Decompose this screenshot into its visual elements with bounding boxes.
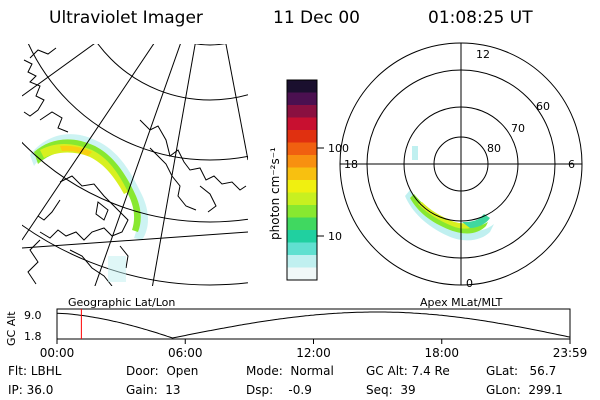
status-door: Door: Open bbox=[126, 364, 198, 378]
ip-value: 36.0 bbox=[27, 383, 54, 397]
colorbar: 100 10 photon cm⁻²s⁻¹ bbox=[268, 80, 349, 281]
altitude-xtick-label: 18:00 bbox=[424, 346, 459, 360]
dsp-label: Dsp: bbox=[246, 383, 273, 397]
filter-value: LBHL bbox=[31, 364, 62, 378]
geographic-map-label: Geographic Lat/Lon bbox=[68, 296, 175, 309]
colorbar-segment bbox=[287, 180, 317, 193]
colorbar-tick-100: 100 bbox=[328, 142, 349, 155]
gain-value: 13 bbox=[165, 383, 180, 397]
glat-value: 56.7 bbox=[530, 364, 557, 378]
altitude-xtick-label: 23:59 bbox=[553, 346, 588, 360]
colorbar-segment bbox=[287, 155, 317, 168]
filter-label: Flt: bbox=[8, 364, 27, 378]
status-dsp: Dsp: -0.9 bbox=[246, 383, 312, 397]
colorbar-segment bbox=[287, 243, 317, 256]
colorbar-segment bbox=[287, 205, 317, 218]
glon-value: 299.1 bbox=[528, 383, 562, 397]
door-label: Door: bbox=[126, 364, 159, 378]
status-ip: IP: 36.0 bbox=[8, 383, 53, 397]
colorbar-segment bbox=[287, 80, 317, 93]
colorbar-segment bbox=[287, 218, 317, 231]
colorbar-segment bbox=[287, 268, 317, 281]
mlt-label-midnight: 0 bbox=[466, 277, 473, 290]
glat-label: GLat: bbox=[486, 364, 518, 378]
colorbar-segment bbox=[287, 193, 317, 206]
colorbar-segment bbox=[287, 130, 317, 143]
aurora-emission-right bbox=[405, 146, 494, 240]
mlt-label-dusk: 18 bbox=[344, 158, 358, 171]
mlt-label-noon: 12 bbox=[476, 48, 490, 61]
status-filter: Flt: LBHL bbox=[8, 364, 61, 378]
status-gcalt: GC Alt: 7.4 Re bbox=[366, 364, 450, 378]
mlat-label-80: 80 bbox=[487, 142, 501, 155]
status-glon: GLon: 299.1 bbox=[486, 383, 563, 397]
altitude-curve bbox=[57, 312, 570, 338]
mlat-label-60: 60 bbox=[536, 100, 550, 113]
glon-label: GLon: bbox=[486, 383, 521, 397]
altitude-plot: Geographic Lat/Lon Apex MLat/MLT 9.0 1.8… bbox=[5, 296, 587, 360]
altitude-axis-label: GC Alt bbox=[5, 311, 18, 346]
magnetic-map-label: Apex MLat/MLT bbox=[420, 296, 503, 309]
status-gain: Gain: 13 bbox=[126, 383, 181, 397]
status-seq: Seq: 39 bbox=[366, 383, 416, 397]
mlt-label-dawn: 6 bbox=[568, 158, 575, 171]
colorbar-segment bbox=[287, 168, 317, 181]
colorbar-segment bbox=[287, 230, 317, 243]
gcalt-value: 7.4 Re bbox=[412, 364, 450, 378]
altitude-plot-frame bbox=[57, 309, 570, 339]
seq-value: 39 bbox=[400, 383, 415, 397]
status-mode: Mode: Normal bbox=[246, 364, 334, 378]
mode-label: Mode: bbox=[246, 364, 283, 378]
altitude-xtick-label: 00:00 bbox=[40, 346, 75, 360]
ip-label: IP: bbox=[8, 383, 23, 397]
mlat-label-70: 70 bbox=[511, 122, 525, 135]
colorbar-segment bbox=[287, 105, 317, 118]
door-value: Open bbox=[166, 364, 198, 378]
colorbar-units-label: photon cm⁻²s⁻¹ bbox=[268, 147, 282, 240]
colorbar-segment bbox=[287, 93, 317, 106]
seq-label: Seq: bbox=[366, 383, 393, 397]
colorbar-segment bbox=[287, 118, 317, 131]
colorbar-segment bbox=[287, 255, 317, 268]
status-glat: GLat: 56.7 bbox=[486, 364, 556, 378]
gain-label: Gain: bbox=[126, 383, 158, 397]
altitude-xtick-label: 12:00 bbox=[296, 346, 331, 360]
altitude-ytick-max: 9.0 bbox=[24, 309, 42, 322]
dsp-value: -0.9 bbox=[288, 383, 311, 397]
altitude-xtick-label: 06:00 bbox=[168, 346, 203, 360]
colorbar-gradient bbox=[287, 80, 317, 281]
dayglow-left bbox=[108, 256, 126, 282]
colorbar-tick-10: 10 bbox=[328, 230, 342, 243]
gcalt-label: GC Alt: bbox=[366, 364, 408, 378]
altitude-ytick-min: 1.8 bbox=[24, 330, 42, 343]
mode-value: Normal bbox=[290, 364, 333, 378]
magnetic-polar-map: 12 18 6 0 60 70 80 bbox=[340, 43, 582, 290]
colorbar-segment bbox=[287, 143, 317, 156]
